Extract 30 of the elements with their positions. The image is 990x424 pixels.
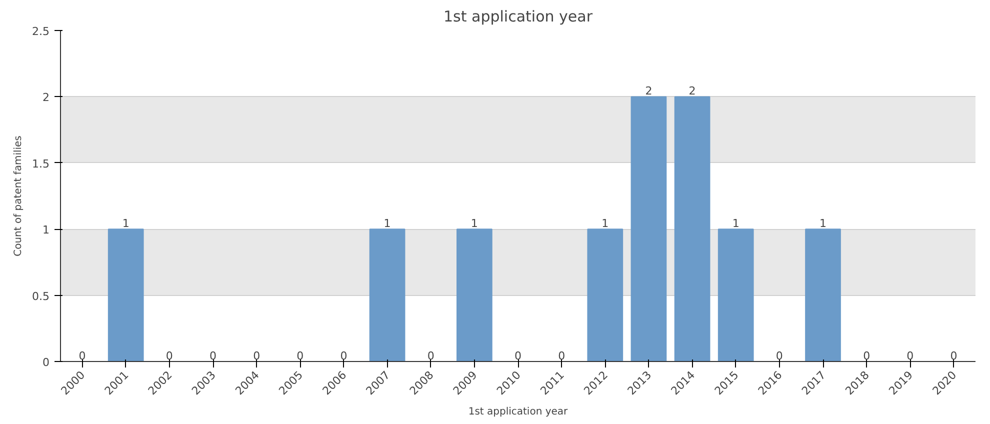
data-label: 0: [514, 350, 522, 362]
data-label: 1: [470, 217, 478, 230]
data-label: 1: [602, 217, 609, 230]
data-label: 1: [122, 217, 130, 230]
data-label: 0: [166, 350, 173, 362]
data-label: 2: [688, 84, 696, 98]
x-axis-title: 1st application year: [468, 406, 569, 418]
data-label: 0: [78, 350, 86, 362]
y-tick-label: 1.5: [32, 157, 50, 170]
data-label: 0: [210, 350, 216, 362]
data-label: 0: [427, 350, 434, 362]
y-tick-label: 2: [42, 91, 50, 104]
data-label: 0: [950, 350, 958, 362]
data-label: 0: [296, 350, 304, 362]
data-label: 0: [340, 350, 348, 362]
data-label: 1: [820, 217, 826, 230]
y-tick-label: 2.5: [32, 25, 50, 38]
y-tick-label: 1: [42, 224, 50, 237]
y-tick-label: 0: [42, 356, 50, 369]
data-label: 0: [906, 350, 914, 362]
y-axis-title: Count of patent families: [13, 136, 24, 256]
data-label: 0: [558, 350, 566, 362]
data-label: 1: [384, 217, 391, 230]
data-label: 1: [732, 217, 740, 230]
data-label: 2: [645, 84, 652, 98]
chart-title: 1st application year: [444, 8, 594, 26]
data-label: 0: [253, 350, 260, 362]
y-tick-label: 0.5: [32, 290, 50, 303]
data-label: 0: [863, 350, 870, 362]
data-label: 0: [776, 350, 783, 362]
